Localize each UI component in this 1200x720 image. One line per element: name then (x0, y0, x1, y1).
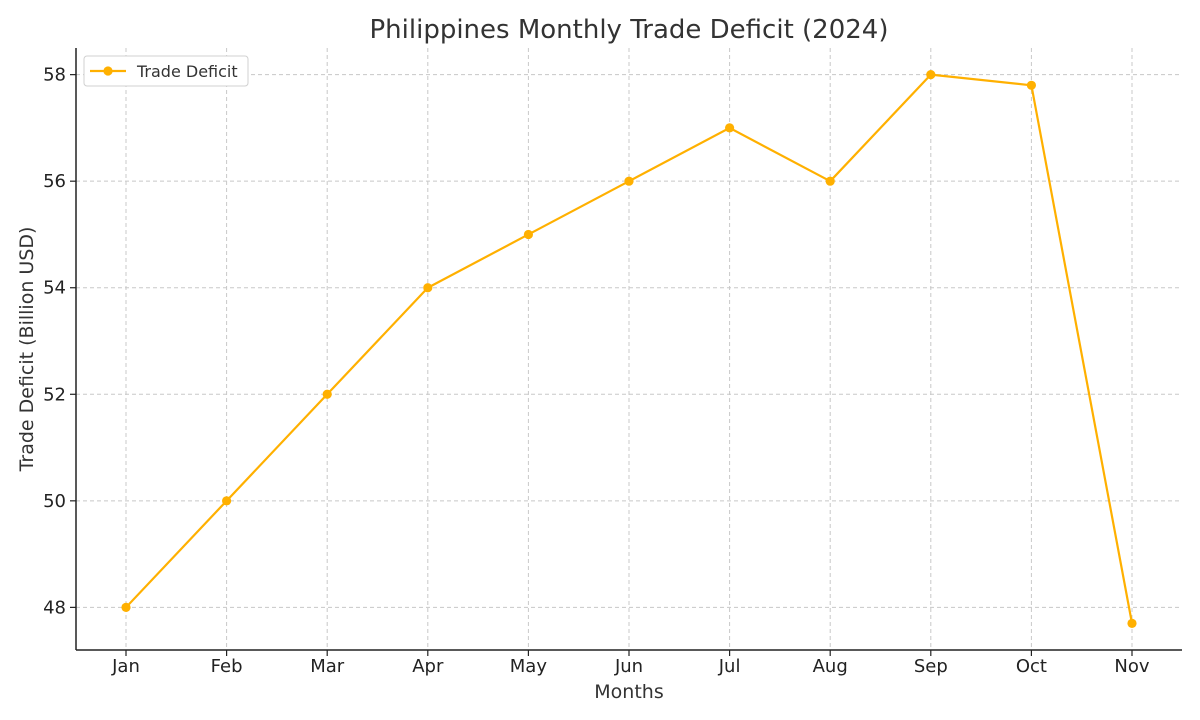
y-axis-label: Trade Deficit (Billion USD) (16, 227, 38, 473)
x-axis-label: Months (594, 681, 663, 703)
data-point (1127, 618, 1137, 628)
data-point (1026, 80, 1036, 90)
y-tick-label: 50 (43, 491, 66, 512)
x-tick-label: Jan (111, 656, 140, 677)
x-tick-label: May (510, 656, 548, 677)
x-tick-label: Oct (1016, 656, 1047, 677)
y-tick-label: 58 (43, 65, 66, 86)
y-tick-label: 56 (43, 171, 66, 192)
y-tick-label: 52 (43, 384, 66, 405)
data-point (423, 283, 433, 293)
data-point (121, 602, 131, 612)
data-point (926, 70, 936, 80)
legend-box (83, 55, 249, 87)
x-tick-label: Feb (211, 656, 243, 677)
x-tick-label: Jun (614, 656, 643, 677)
legend-label: Trade Deficit (136, 62, 238, 81)
data-point (825, 176, 835, 186)
grid-layer (76, 48, 1182, 650)
data-point (222, 496, 232, 506)
x-tick-label: Nov (1114, 656, 1149, 677)
y-tick-label: 48 (43, 597, 66, 618)
data-point (725, 123, 735, 133)
data-point (322, 389, 332, 399)
data-point (624, 176, 634, 186)
x-tick-label: Apr (412, 656, 444, 677)
y-tick-label: 54 (43, 278, 66, 299)
x-tick-label: Jul (718, 656, 741, 677)
ticks-layer: Jan Feb Mar Apr May Jun Jul Aug Sep Oct Nov 48 50 52 5… (43, 65, 1150, 677)
series-layer (121, 70, 1137, 628)
chart-title: Philippines Monthly Trade Deficit (2024) (370, 15, 889, 45)
x-tick-label: Sep (914, 656, 948, 677)
x-tick-label: Mar (310, 656, 345, 677)
x-tick-label: Aug (813, 656, 848, 677)
legend: Trade Deficit (83, 55, 249, 87)
data-point (523, 229, 534, 240)
legend-marker-swatch (103, 66, 113, 76)
